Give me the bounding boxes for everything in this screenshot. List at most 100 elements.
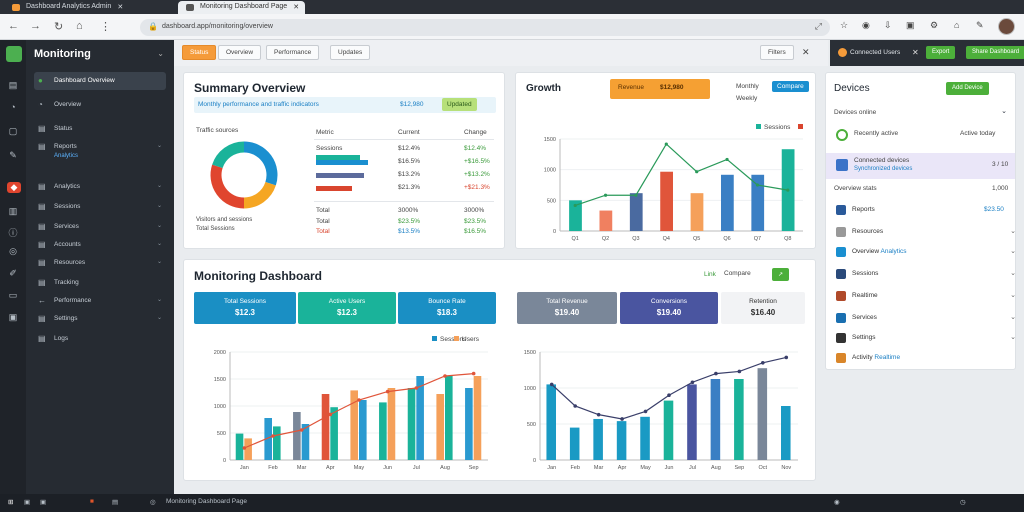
chart-bar — [710, 379, 721, 460]
star-icon[interactable]: ☆ — [840, 20, 849, 30]
sidebar-item-services[interactable]: ▤ Services ⌄ — [38, 222, 162, 231]
grid-icon: ▤ — [38, 334, 46, 343]
list-item[interactable]: Activity Realtime — [834, 349, 1014, 367]
close-icon[interactable]: ✕ — [293, 4, 300, 11]
chart-bar — [751, 174, 765, 231]
tab-overview[interactable]: Overview — [218, 45, 262, 60]
add-device-button[interactable]: Add Device — [946, 82, 989, 95]
close-icon[interactable]: ✕ — [802, 47, 810, 57]
sidebar: Monitoring ⌄ ● Dashboard Overview ◔ Over… — [6, 40, 174, 494]
list-item[interactable]: Overview Analytics ⌄ — [834, 243, 1016, 261]
kpi-card[interactable]: Active Users $12.3 — [298, 292, 396, 324]
donut-segment — [210, 164, 245, 209]
share-dashboard-button[interactable]: Share Dashboard — [966, 46, 1024, 59]
compare-button[interactable]: Compare — [724, 270, 751, 277]
x-tick-label: Feb — [570, 465, 579, 471]
list-icon — [836, 269, 846, 279]
clock-icon[interactable]: ◔ — [10, 102, 16, 112]
close-icon[interactable]: ✕ — [117, 4, 124, 11]
forward-icon[interactable]: → — [30, 20, 41, 32]
chevron-down-icon[interactable]: ⌄ — [1001, 108, 1007, 115]
puzzle-icon[interactable]: ✎ — [976, 20, 984, 30]
sidebar-item-performance[interactable]: ← Performance ⌄ — [38, 296, 162, 305]
extension-icon[interactable]: ◉ — [862, 20, 870, 30]
reload-icon[interactable]: ↻ — [54, 21, 64, 33]
line-point — [328, 412, 333, 417]
alert-icon[interactable]: ◆ — [7, 182, 21, 193]
list-item[interactable]: Recently active Active today — [826, 121, 1015, 149]
doc-icon[interactable]: ▢ — [8, 126, 18, 136]
sidebar-item-dashboard[interactable]: ● Dashboard Overview — [34, 72, 166, 90]
grid-icon[interactable]: ▤ — [8, 80, 18, 90]
tab-performance[interactable]: Performance — [266, 45, 320, 60]
url-field[interactable]: 🔒 dashboard.app/monitoring/overview ⤢ — [140, 19, 830, 36]
sidebar-subitem[interactable]: Analytics — [54, 153, 79, 159]
share-icon[interactable]: ⤢ — [814, 21, 822, 31]
edit-icon[interactable]: ✐ — [9, 268, 17, 278]
back-icon[interactable]: ← — [8, 20, 19, 32]
compare-button[interactable]: Compare — [772, 81, 809, 92]
sidebar-item-logs[interactable]: ▤ Logs — [38, 334, 69, 343]
sidebar-item-overview[interactable]: ◔ Overview — [38, 100, 82, 109]
app-icon[interactable]: ▤ — [112, 499, 119, 506]
share-button[interactable]: ↗ — [772, 268, 790, 281]
kpi-card[interactable]: Total Sessions $12.3 — [194, 292, 296, 324]
terminal-icon[interactable]: ▣ — [8, 312, 18, 322]
chart-icon[interactable]: ▥ — [8, 206, 18, 216]
line-point — [603, 193, 608, 197]
sidebar-item-tracking[interactable]: ▤ Tracking — [38, 278, 79, 287]
chart-bar — [244, 438, 252, 460]
kpi-card[interactable]: Retention $16.40 — [721, 292, 805, 324]
camera-icon[interactable]: ▣ — [906, 20, 915, 30]
list-item[interactable]: Settings ⌄ — [834, 329, 1016, 347]
tag-weekly[interactable]: Weekly — [736, 95, 758, 102]
chart-bar — [273, 426, 281, 460]
tray-icon[interactable]: ◉ — [834, 499, 840, 506]
tab-status[interactable]: Status — [182, 45, 217, 60]
home-icon[interactable]: ⌂ — [76, 20, 83, 32]
sidebar-item-analytics[interactable]: ▤ Analytics ⌄ — [38, 182, 162, 191]
avatar[interactable] — [998, 18, 1015, 35]
chart-bar — [757, 368, 768, 460]
export-button[interactable]: Export — [926, 46, 956, 59]
list-item[interactable]: Connected devices Synchronized devices 3… — [826, 153, 1015, 179]
search-icon[interactable]: ◎ — [150, 499, 156, 506]
chart-bar — [734, 379, 744, 460]
info-icon[interactable]: ⓘ — [8, 228, 18, 238]
tool-icon[interactable]: ✎ — [9, 150, 17, 160]
kpi-card[interactable]: Total Revenue $19.40 — [517, 292, 617, 324]
tag-monthly[interactable]: Monthly — [736, 83, 759, 90]
kpi-card[interactable]: Bounce Rate $18.3 — [398, 292, 496, 324]
app-icon[interactable]: ■ — [90, 498, 94, 505]
menu-icon[interactable]: ⋮ — [100, 21, 111, 33]
settings-icon[interactable]: ⚙ — [930, 20, 939, 30]
sidebar-item-sessions[interactable]: ▤ Sessions ⌄ — [38, 202, 162, 211]
close-icon[interactable]: ✕ — [912, 48, 919, 57]
sidebar-item-status[interactable]: ▤ Status — [38, 124, 73, 133]
folder-icon[interactable]: ▭ — [8, 290, 18, 300]
list-item[interactable]: Sessions ⌄ — [834, 265, 1016, 283]
start-icon[interactable]: ⊞ — [8, 499, 14, 506]
sidebar-item-resources[interactable]: ▤ Resources ⌄ — [38, 258, 162, 267]
list-item[interactable]: Realtime ⌄ — [834, 287, 1016, 305]
browser-tab-2[interactable]: Monitoring Dashboard Page ✕ — [178, 1, 306, 14]
user-icon[interactable]: ◎ — [9, 246, 17, 256]
filters-button[interactable]: Filters — [760, 45, 794, 60]
link-text[interactable]: Link — [704, 271, 716, 278]
tab-updates[interactable]: Updates — [330, 45, 371, 60]
kpi-card[interactable]: Conversions $19.40 — [620, 292, 718, 324]
lock-icon[interactable]: ⌂ — [954, 20, 960, 30]
sidebar-item-settings[interactable]: ▤ Settings ⌄ — [38, 314, 162, 323]
sidebar-item-reports[interactable]: ▤ Reports ⌄ — [38, 142, 162, 151]
list-item[interactable]: Services ⌄ — [834, 309, 1016, 327]
sidebar-item-accounts[interactable]: ▤ Accounts ⌄ — [38, 240, 162, 249]
growth-title: Growth — [526, 83, 561, 94]
grid-icon: ▤ — [38, 222, 46, 231]
list-item[interactable]: Reports $23.50 — [834, 201, 1014, 219]
app-icon[interactable]: ▣ — [24, 499, 31, 506]
chevron-down-icon[interactable]: ⌄ — [157, 49, 164, 58]
browser-tab-1[interactable]: Dashboard Analytics Admin ✕ — [4, 1, 129, 14]
download-icon[interactable]: ⇩ — [884, 20, 892, 30]
app-icon[interactable]: ▣ — [40, 499, 47, 506]
list-item[interactable]: Resources ⌄ — [834, 223, 1016, 241]
